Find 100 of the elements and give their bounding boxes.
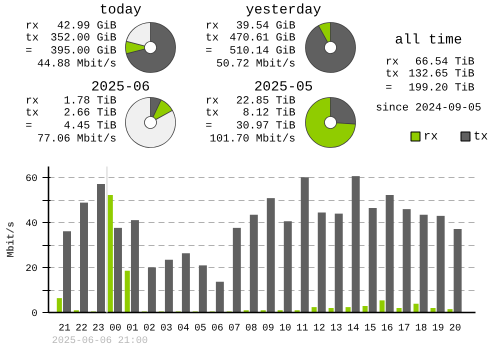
bar: [368, 208, 377, 312]
x-tick-label: 01: [126, 324, 138, 334]
text: 8.12 TiB: [242, 108, 296, 120]
bar: [312, 307, 317, 312]
y-tick-label: 60: [26, 174, 38, 186]
bar: [124, 270, 130, 312]
x-tick-label: 10: [279, 324, 292, 334]
text: 42.99 GiB: [57, 20, 117, 32]
bar: [454, 228, 462, 312]
legend-label: rx: [424, 130, 438, 144]
x-tick-label: 16: [381, 324, 394, 334]
y-tick-label: 20: [26, 264, 38, 276]
x-tick-label: 00: [109, 324, 122, 334]
text: 395.00 GiB: [50, 46, 117, 58]
text: tx: [206, 32, 220, 44]
bar: [402, 209, 411, 312]
bar: [182, 253, 190, 312]
y-axis-title: Mbit/s: [6, 221, 18, 258]
text: 470.61 GiB: [229, 32, 296, 44]
bar: [63, 231, 72, 312]
x-tick-label: 12: [313, 324, 326, 334]
chart-title: yesterday: [246, 2, 322, 18]
x-tick-label: 02: [143, 324, 156, 334]
text: tx: [26, 108, 40, 120]
x-tick-label: 14: [347, 324, 360, 334]
x-tick-label: 21: [58, 324, 70, 334]
x-tick-label: 13: [330, 324, 342, 334]
y-tick-label: 0: [32, 309, 38, 320]
text: =: [26, 120, 32, 132]
chart-title: 2025-05: [254, 80, 313, 96]
text: 30.97 TiB: [236, 120, 296, 132]
text: 132.65 TiB: [408, 68, 475, 80]
text: all time: [394, 32, 462, 48]
bar: [284, 221, 292, 312]
text: 352.00 GiB: [50, 32, 117, 44]
text: 2.66 TiB: [64, 108, 117, 120]
text: 22.85 TiB: [236, 96, 296, 108]
text: rx: [206, 20, 220, 32]
bar: [148, 267, 156, 312]
text: rx: [26, 96, 40, 108]
bar: [250, 214, 258, 312]
x-tick-label: 20: [449, 324, 462, 334]
text: tx: [386, 68, 400, 80]
text: 44.88 Mbit/s: [37, 58, 117, 70]
text: 66.54 TiB: [415, 56, 475, 68]
chart-title: 2025-06: [91, 80, 150, 96]
text: =: [386, 82, 392, 94]
x-tick-label: 18: [415, 324, 428, 334]
text: rx: [206, 96, 220, 108]
x-tick-label: 03: [160, 324, 172, 334]
text: =: [206, 120, 212, 132]
x-tick-label: 17: [398, 324, 410, 334]
bar: [362, 306, 368, 312]
x-tick-label: 07: [228, 324, 240, 334]
bar: [80, 202, 88, 312]
x-tick-label: 05: [194, 324, 206, 334]
bar: [352, 176, 360, 312]
y-tick-label: 40: [26, 219, 38, 230]
bar: [420, 214, 428, 312]
x-tick-label: 15: [364, 324, 376, 334]
bar: [114, 228, 122, 312]
text: tx: [206, 108, 220, 120]
x-tick-label: 08: [245, 324, 258, 334]
bar: [266, 198, 275, 312]
bar: [436, 216, 445, 312]
legend-label: tx: [474, 130, 488, 144]
text: 1.78 TiB: [64, 96, 117, 108]
text: rx: [26, 20, 40, 32]
bar: [96, 184, 105, 312]
x-tick-label: 06: [211, 324, 224, 334]
text: since 2024-09-05: [376, 102, 482, 114]
bar: [380, 300, 385, 312]
text: rx: [386, 56, 400, 68]
chart-title: today: [99, 2, 142, 18]
bar: [300, 177, 309, 312]
text: =: [26, 46, 32, 58]
x-tick-label: 23: [92, 324, 104, 334]
bar: [334, 214, 343, 312]
bar: [318, 212, 326, 312]
bar: [130, 220, 139, 312]
text: 39.54 GiB: [236, 20, 296, 32]
x-tick-label: 09: [262, 324, 274, 334]
bar: [346, 307, 351, 312]
text: 50.72 Mbit/s: [216, 58, 296, 70]
bar: [164, 260, 173, 312]
x-tick-label: 19: [432, 324, 444, 334]
text: tx: [26, 32, 40, 44]
x-tick-label: 11: [296, 324, 308, 334]
text: 199.20 TiB: [408, 82, 475, 94]
bar: [108, 195, 113, 312]
bar: [386, 195, 394, 312]
bar: [56, 298, 62, 312]
text: 2025-06-06 21:00: [52, 336, 148, 347]
x-tick-label: 04: [177, 324, 190, 334]
bar: [198, 265, 207, 312]
text: 77.06 Mbit/s: [37, 134, 117, 146]
text: =: [206, 46, 212, 58]
text: 4.45 TiB: [64, 120, 117, 132]
x-tick-label: 22: [75, 324, 88, 334]
bar: [216, 282, 224, 312]
